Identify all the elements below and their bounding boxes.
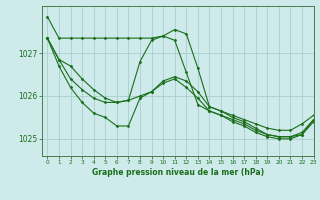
X-axis label: Graphe pression niveau de la mer (hPa): Graphe pression niveau de la mer (hPa)	[92, 168, 264, 177]
